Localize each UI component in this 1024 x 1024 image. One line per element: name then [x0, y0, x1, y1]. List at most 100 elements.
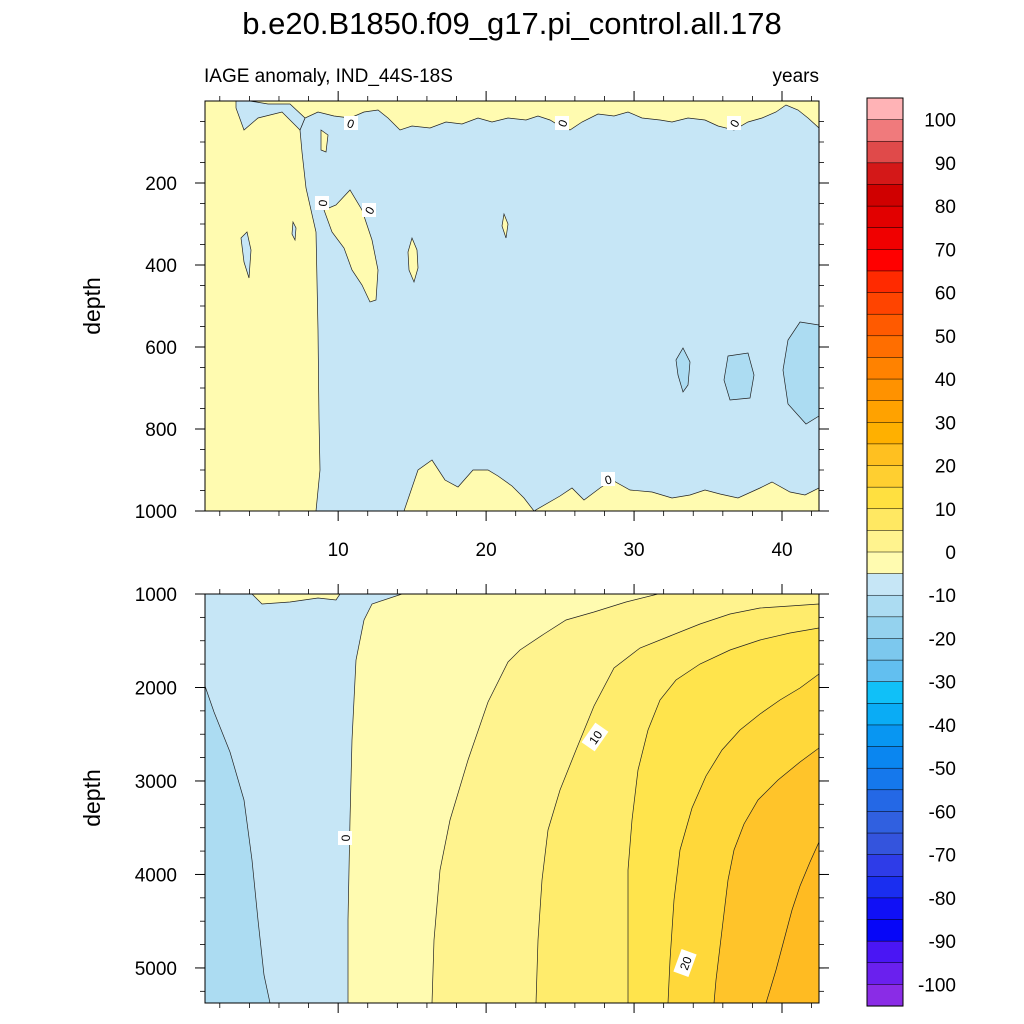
- colorbar-swatch: [866, 443, 904, 467]
- colorbar-swatch: [866, 119, 904, 142]
- colorbar-swatch: [866, 703, 904, 726]
- lower-contour-label-1: 0: [339, 834, 353, 841]
- colorbar-swatch: [866, 897, 904, 921]
- colorbar-swatch: [866, 724, 904, 748]
- colorbar-swatch: [866, 789, 904, 812]
- lower-panel: 0 10 20 1000 2000 3000 4000 5000 depth: [79, 584, 829, 1013]
- colorbar-swatch: [866, 400, 904, 423]
- upper-pocket-negative-left-1: [240, 231, 252, 279]
- lower-y-tick-label-1000: 1000: [135, 585, 177, 606]
- colorbar-swatch: [866, 832, 904, 856]
- lower-contour-labels: 0 10 20: [338, 722, 697, 978]
- lower-contour-label-3: 20: [677, 954, 695, 972]
- colorbar-label: 90: [935, 154, 956, 175]
- upper-pocket-negative-left-3: [235, 101, 306, 131]
- colorbar-label: 0: [945, 543, 956, 564]
- subtitle-right: years: [773, 66, 819, 87]
- colorbar-label: 100: [924, 111, 956, 132]
- colorbar-swatch: [866, 919, 904, 942]
- colorbar-swatch: [866, 573, 904, 596]
- upper-pocket-strong-negative-1: [675, 347, 691, 393]
- lower-plot-frame: [204, 593, 820, 1004]
- colorbar-swatch: [866, 940, 904, 964]
- colorbar-label: -20: [929, 629, 956, 650]
- upper-pocket-positive-3: [501, 212, 509, 239]
- colorbar-swatch: [866, 811, 904, 834]
- colorbar-swatch: [866, 854, 904, 877]
- lower-contour-fills: [205, 594, 819, 1003]
- colorbar-swatch: [866, 486, 904, 510]
- colorbar-swatch: [866, 984, 904, 1007]
- upper-x-tick-label-30: 30: [623, 540, 644, 561]
- colorbar-label: 10: [935, 500, 956, 521]
- colorbar-label: 60: [935, 284, 956, 305]
- upper-x-tick-label-40: 40: [771, 540, 792, 561]
- colorbar-label: -70: [929, 846, 956, 867]
- upper-contour-labels: 0 0 0 0 0 0: [315, 116, 743, 488]
- colorbar-swatch: [866, 962, 904, 985]
- colorbar-swatch: [866, 659, 904, 683]
- colorbar-label: -60: [929, 802, 956, 823]
- colorbar-label: -80: [929, 889, 956, 910]
- colorbar-swatch: [866, 249, 904, 272]
- upper-x-tick-label-10: 10: [328, 540, 349, 561]
- upper-y-tick-label-1000: 1000: [135, 502, 177, 523]
- colorbar-swatch: [866, 97, 904, 121]
- colorbar-swatch: [866, 292, 904, 315]
- upper-pocket-strong-negative-3: [782, 321, 819, 425]
- colorbar-label: 40: [935, 370, 956, 391]
- colorbar-swatch: [866, 378, 904, 402]
- colorbar-swatch: [866, 767, 904, 791]
- lower-y-tick-label-2000: 2000: [135, 678, 177, 699]
- colorbar-swatch: [866, 140, 904, 164]
- colorbar-label: 70: [935, 240, 956, 261]
- upper-axes: 200 400 600 800 1000 10 20 30 40: [135, 91, 829, 561]
- colorbar-swatch: [866, 184, 904, 207]
- colorbar-swatch: [866, 465, 904, 488]
- lower-cap-positive-top: [251, 594, 341, 605]
- upper-pocket-positive-2: [407, 236, 419, 284]
- lower-y-tick-label-3000: 3000: [135, 772, 177, 793]
- colorbar-label: 20: [935, 457, 956, 478]
- colorbar-frame: [866, 97, 904, 1007]
- upper-pocket-positive-4: [320, 129, 329, 153]
- colorbar-swatch: [866, 270, 904, 294]
- colorbar-label: 50: [935, 327, 956, 348]
- colorbar-label: 80: [935, 197, 956, 218]
- upper-y-tick-label-200: 200: [145, 174, 177, 195]
- upper-y-tick-label-800: 800: [145, 420, 177, 441]
- colorbar-label: -90: [929, 932, 956, 953]
- upper-y-axis-title: depth: [79, 277, 105, 335]
- lower-axes: 1000 2000 3000 4000 5000: [135, 584, 829, 1013]
- colorbar-swatch: [866, 876, 904, 899]
- colorbar-label: -30: [929, 673, 956, 694]
- colorbar-label: -50: [929, 759, 956, 780]
- upper-y-tick-label-600: 600: [145, 338, 177, 359]
- upper-pocket-positive-1: [323, 189, 379, 303]
- upper-contour-label-6: 0: [603, 472, 613, 487]
- colorbar-swatch: [866, 422, 904, 445]
- colorbar-swatch: [866, 530, 904, 553]
- upper-y-tick-label-400: 400: [145, 256, 177, 277]
- upper-contour-label-4: 0: [316, 199, 331, 207]
- upper-contour-fills: [205, 101, 819, 511]
- colorbar-swatch: [866, 508, 904, 531]
- colorbar-swatch: [866, 638, 904, 661]
- colorbar-label: -40: [929, 716, 956, 737]
- colorbar-swatch: [866, 616, 904, 640]
- upper-x-tick-label-20: 20: [476, 540, 497, 561]
- colorbar-swatch: [866, 205, 904, 229]
- upper-panel: 0 0 0 0 0 0 200 400 600 800 1000 10 20 30 40 dep…: [79, 91, 829, 561]
- figure-title: b.e20.B1850.f09_g17.pi_control.all.178: [242, 6, 782, 41]
- colorbar-swatch: [866, 313, 904, 337]
- colorbar-swatch: [866, 162, 904, 186]
- colorbar-swatch: [866, 227, 904, 250]
- upper-region-negative: [299, 104, 819, 511]
- colorbar-swatch: [866, 746, 904, 769]
- lower-y-axis-title: depth: [79, 769, 105, 827]
- subtitle-left: IAGE anomaly, IND_44S-18S: [204, 66, 453, 87]
- lower-y-tick-label-4000: 4000: [135, 865, 177, 886]
- colorbar-label: 30: [935, 413, 956, 434]
- lower-band-30-plus: [765, 841, 819, 1003]
